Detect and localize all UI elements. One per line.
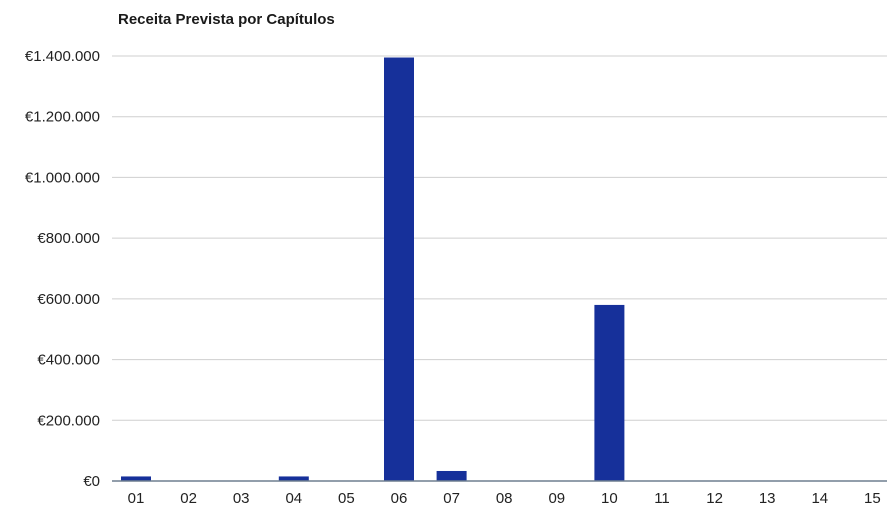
gridlines xyxy=(112,55,887,421)
x-tick-label: 09 xyxy=(548,490,565,507)
x-tick-label: 10 xyxy=(601,490,618,507)
y-tick-label: €0 xyxy=(83,473,100,490)
x-tick-label: 05 xyxy=(338,490,355,507)
bar-01 xyxy=(121,476,151,481)
y-tick-label: €800.000 xyxy=(37,230,100,247)
x-tick-label: 02 xyxy=(180,490,197,507)
x-tick-label: 01 xyxy=(128,490,145,507)
x-tick-label: 08 xyxy=(496,490,513,507)
bar-07 xyxy=(436,470,467,481)
y-tick-label: €1.400.000 xyxy=(25,48,100,65)
x-tick-label: 03 xyxy=(233,490,250,507)
x-tick-label: 15 xyxy=(864,490,881,507)
chart-title: Receita Prevista por Capítulos xyxy=(118,11,335,28)
x-tick-label: 06 xyxy=(391,490,408,507)
y-tick-label: €1.200.000 xyxy=(25,109,100,126)
x-tick-label: 13 xyxy=(759,490,776,507)
y-tick-label: €1.000.000 xyxy=(25,169,100,186)
bar-06 xyxy=(384,57,414,482)
x-tick-label: 07 xyxy=(443,490,460,507)
y-tick-label: €200.000 xyxy=(37,412,100,429)
x-tick-label: 04 xyxy=(285,490,302,507)
bar-04 xyxy=(278,476,309,481)
y-tick-label: €400.000 xyxy=(37,352,100,369)
x-tick-label: 14 xyxy=(811,490,828,507)
x-tick-label: 11 xyxy=(654,490,670,507)
y-axis-tick-labels: €0 €200.000 €400.000 €600.000 €800.000 €1.000… xyxy=(25,48,100,490)
y-tick-label: €600.000 xyxy=(37,291,100,308)
bar-10 xyxy=(594,304,625,481)
bars xyxy=(121,57,625,482)
x-tick-label: 12 xyxy=(706,490,723,507)
x-axis-tick-labels: 01 02 03 04 05 06 07 08 09 10 11 12 13 14 15 xyxy=(128,490,881,507)
